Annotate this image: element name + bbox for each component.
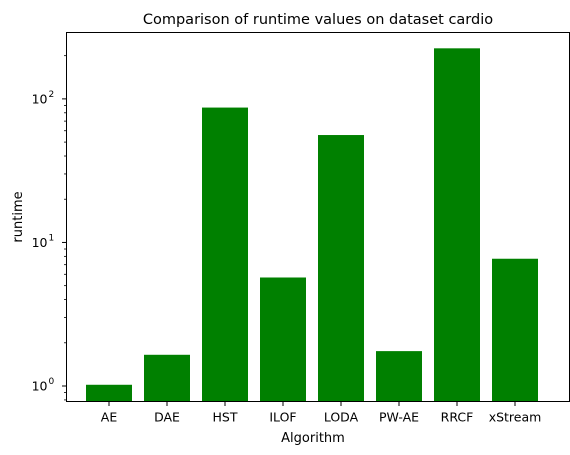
y-tick-exponent: 1 bbox=[49, 233, 55, 243]
bar-loda bbox=[318, 135, 364, 402]
y-axis-label: runtime bbox=[11, 191, 26, 242]
bar-dae bbox=[144, 354, 190, 402]
x-tick-label: ILOF bbox=[269, 410, 296, 425]
y-tick-label: 10 bbox=[32, 379, 48, 394]
x-tick-label: HST bbox=[213, 410, 238, 425]
x-tick-label: DAE bbox=[154, 410, 180, 425]
x-axis-label: Algorithm bbox=[281, 431, 345, 446]
y-tick-label: 10 bbox=[32, 235, 48, 250]
y-tick-exponent: 0 bbox=[49, 377, 55, 387]
bar-hst bbox=[202, 107, 248, 402]
bar-xstream bbox=[492, 258, 538, 402]
chart-title: Comparison of runtime values on dataset … bbox=[143, 12, 493, 28]
bar-rrcf bbox=[434, 48, 480, 402]
x-tick-label: RRCF bbox=[441, 410, 474, 425]
y-tick-exponent: 2 bbox=[49, 90, 55, 100]
x-axis-ticks: AE DAE HST ILOF LODA PW-AE RRCF xStream bbox=[101, 401, 542, 425]
bar-pw-ae bbox=[376, 351, 422, 402]
y-tick-label: 10 bbox=[32, 91, 48, 106]
x-tick-label: LODA bbox=[324, 410, 359, 425]
x-tick-label: xStream bbox=[489, 410, 542, 425]
x-tick-label: PW-AE bbox=[379, 410, 419, 425]
bar-ilof bbox=[260, 277, 306, 402]
x-tick-label: AE bbox=[101, 410, 118, 425]
bars-group bbox=[86, 48, 538, 402]
bar-ae bbox=[86, 384, 132, 402]
